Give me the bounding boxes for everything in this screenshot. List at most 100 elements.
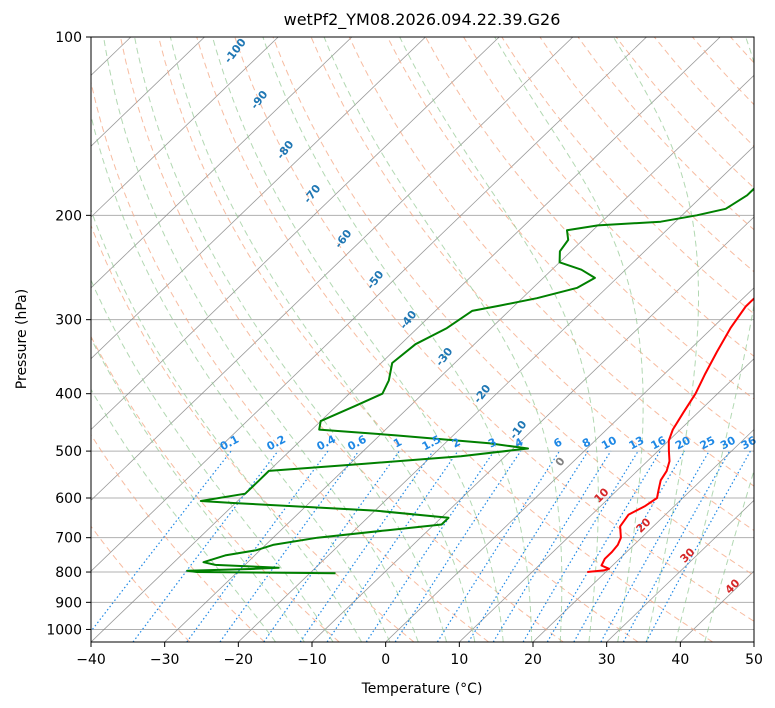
mixing-ratio-line	[622, 450, 731, 642]
mixing-ratio-label: 10	[599, 434, 619, 453]
mixing-ratio-label: 6	[551, 435, 564, 450]
moist-adiabat-label: 0	[553, 455, 568, 469]
mixing-ratio-label: 3	[486, 435, 499, 450]
x-tick-label: 30	[598, 652, 616, 668]
isotherm-line	[311, 216, 754, 642]
isotherm-line	[385, 287, 754, 642]
moist-adiabat-label: -20	[471, 382, 494, 406]
y-tick-label: 200	[55, 208, 82, 224]
moist-adiabat-line	[91, 337, 305, 642]
mixing-ratio-line	[326, 450, 459, 642]
isotherm-line	[91, 37, 279, 218]
mixing-ratio-label: 0.1	[218, 433, 241, 454]
y-tick-label: 400	[55, 387, 82, 403]
dry-adiabat-line	[91, 224, 415, 642]
dry-adiabat-line	[196, 37, 713, 642]
dry-adiabat-line	[730, 37, 754, 64]
isotherm-line	[91, 37, 647, 572]
mixing-ratio-line	[600, 450, 710, 642]
x-tick-label: 0	[381, 652, 390, 668]
isotherm-line	[680, 570, 754, 642]
mixing-ratio-line	[219, 450, 360, 642]
moist-adiabat-line	[91, 208, 363, 642]
y-tick-label: 300	[55, 313, 82, 329]
mixing-ratio-line	[365, 450, 495, 642]
mixing-ratio-label: 13	[627, 434, 647, 453]
mixing-ratio-line	[263, 450, 400, 642]
moist-adiabat-line	[494, 37, 644, 642]
mixing-ratio-label: 20	[673, 434, 693, 453]
profiles	[186, 187, 754, 575]
y-tick-label: 800	[55, 565, 82, 581]
dry-adiabat-label: 40	[723, 576, 743, 596]
moist-adiabat-label: -100	[222, 36, 249, 66]
isotherm-line	[91, 37, 500, 431]
x-axis-label: Temperature (°C)	[361, 681, 483, 697]
moist-adiabat-label: -90	[248, 88, 271, 112]
x-tick-label: 20	[524, 652, 542, 668]
mixing-ratio-line	[492, 450, 612, 642]
moist-adiabat-line	[612, 37, 699, 642]
y-tick-label: 500	[55, 444, 82, 460]
moist-adiabat-line	[262, 37, 533, 642]
isotherm-line	[91, 37, 426, 360]
moist-adiabat-line	[134, 37, 447, 642]
moist-adiabat-label: -60	[332, 227, 355, 251]
y-tick-label: 900	[55, 595, 82, 611]
moist-adiabat-line	[91, 388, 276, 642]
dry-adiabat-line	[692, 37, 754, 106]
dry-adiabat-label: 20	[634, 515, 654, 535]
y-tick-label: 100	[55, 30, 82, 46]
x-tick-label: 40	[671, 652, 689, 668]
dry-adiabat-line	[539, 37, 754, 273]
mixing-ratio-label: 25	[698, 434, 718, 453]
dry-adiabat-line	[463, 37, 754, 357]
dry-adiabat-line	[234, 37, 754, 622]
isotherm-line	[606, 499, 754, 642]
moist-adiabat-line	[91, 113, 391, 642]
mixing-ratio-label: 16	[649, 434, 669, 453]
x-tick-label: −40	[76, 652, 106, 668]
dry-adiabat-line	[91, 79, 489, 642]
moist-adiabat-line	[103, 37, 419, 642]
mixing-ratio-line	[467, 450, 589, 642]
dry-adiabat-line	[120, 37, 564, 642]
mixing-ratio-line	[645, 450, 751, 642]
mixing-ratio-line	[436, 450, 561, 642]
mixing-ratio-line	[299, 450, 434, 642]
mixing-ratio-label: 36	[739, 434, 759, 453]
x-tick-label: −10	[297, 652, 327, 668]
dry-adiabat-line	[501, 37, 754, 315]
dry-adiabat-line	[158, 37, 639, 642]
dry-adiabat-label: 10	[592, 485, 612, 505]
background-lines	[91, 37, 775, 642]
mixing-ratio-label: 0.2	[265, 433, 288, 454]
mixing-ratio-label: 2	[450, 435, 463, 450]
moist-adiabat-line	[704, 468, 754, 642]
moist-adiabat-line	[399, 37, 599, 642]
x-tick-label: −20	[224, 652, 254, 668]
dry-adiabat-line	[91, 335, 340, 642]
moist-adiabat-line	[169, 37, 476, 642]
mixing-ratio-line	[132, 450, 279, 642]
mixing-ratio-label: 1.5	[420, 433, 443, 454]
mixing-ratio-line	[573, 450, 686, 642]
isotherm-line	[238, 145, 754, 642]
moist-adiabat-line	[675, 37, 754, 642]
isotherm-line	[91, 37, 353, 289]
isotherm-line	[532, 428, 754, 642]
mixing-ratio-line	[394, 450, 522, 642]
moist-adiabat-line	[91, 278, 334, 642]
moist-adiabat-label: -70	[301, 182, 324, 206]
dry-adiabat-label: 30	[678, 545, 698, 565]
y-tick-label: 700	[55, 531, 82, 547]
y-axis-ticks: 100 200 300 400 500 600 700 800 900 1000	[46, 30, 91, 638]
mixing-ratio-line	[91, 450, 232, 633]
moist-adiabat-line	[323, 37, 563, 642]
x-tick-label: −30	[150, 652, 180, 668]
dry-adiabat-line	[769, 37, 775, 642]
isotherm-line	[91, 37, 205, 147]
dry-adiabat-line	[577, 37, 754, 231]
chart-title: wetPf2_YM08.2026.094.22.39.G26	[284, 10, 561, 30]
x-tick-label: 50	[745, 652, 763, 668]
